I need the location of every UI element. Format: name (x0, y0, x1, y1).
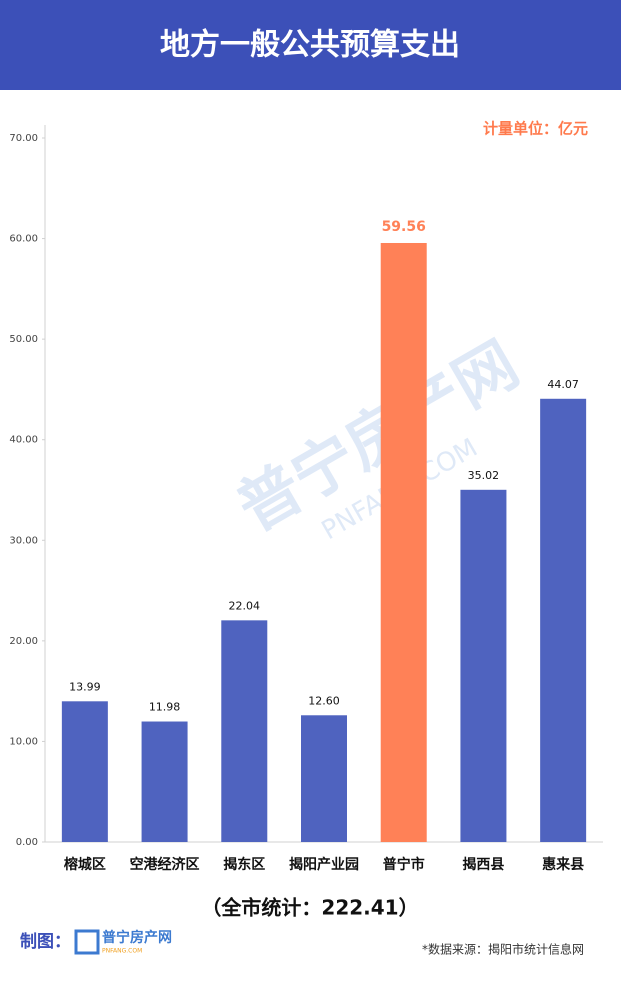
x-tick-label: 揭西县 (462, 856, 504, 873)
x-tick-label: 惠来县 (542, 856, 584, 873)
bar (301, 715, 347, 842)
header-band (0, 0, 621, 90)
bar (460, 489, 507, 842)
x-tick-label: 揭阳产业园 (289, 856, 359, 873)
source-label: *数据来源：揭阳市统计信息网 (422, 942, 584, 957)
x-tick-label: 空港经济区 (130, 856, 200, 873)
logo-sub: PNFANG.COM (102, 948, 142, 955)
value-label: 13.99 (69, 680, 101, 693)
x-tick-label: 普宁市 (383, 856, 425, 873)
x-tick-label: 榕城区 (64, 856, 106, 873)
unit-label: 计量单位：亿元 (483, 120, 588, 138)
bar (540, 398, 587, 842)
x-tick-label: 揭东区 (223, 856, 265, 873)
logo-text: 普宁房产网 (102, 929, 172, 946)
value-label: 11.98 (149, 701, 181, 714)
bar (221, 620, 268, 842)
y-tick-label: 20.00 (9, 636, 38, 647)
value-label: 35.02 (468, 469, 500, 482)
chart-title: 地方一般公共预算支出 (160, 28, 460, 63)
value-label: 12.60 (308, 694, 340, 707)
logo-icon (74, 929, 100, 955)
value-label: 59.56 (382, 219, 426, 235)
bar (380, 242, 427, 842)
y-tick-label: 0.00 (16, 837, 38, 848)
value-label: 22.04 (229, 599, 261, 612)
y-tick-label: 60.00 (9, 234, 38, 245)
value-label: 44.07 (547, 378, 579, 391)
y-tick-label: 10.00 (9, 736, 38, 747)
y-tick-label: 30.00 (9, 535, 38, 546)
total-label: （全市统计：222.41） (201, 896, 418, 920)
credit-label: 制图： (20, 931, 71, 952)
y-tick-label: 70.00 (9, 133, 38, 144)
y-tick-label: 50.00 (9, 334, 38, 345)
bar (61, 701, 108, 842)
bar (141, 721, 188, 842)
y-tick-label: 40.00 (9, 435, 38, 446)
